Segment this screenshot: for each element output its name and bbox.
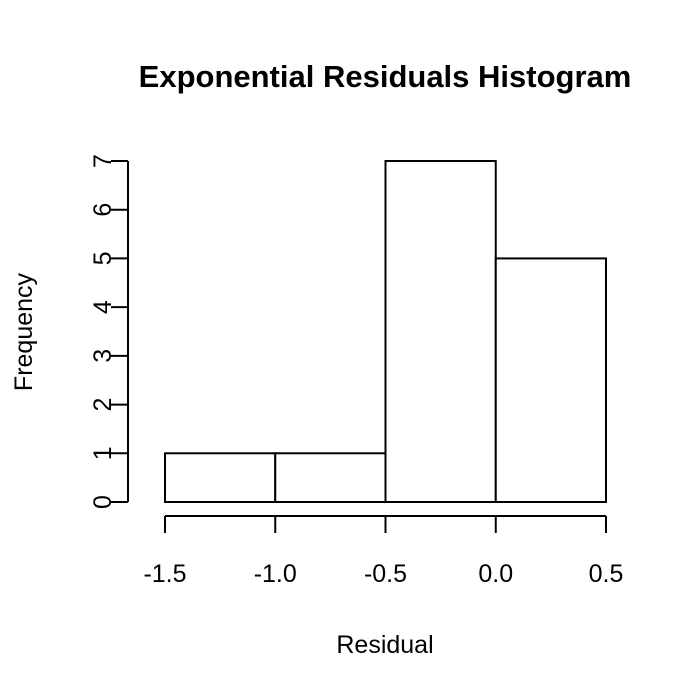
y-tick-label: 7: [89, 154, 117, 168]
x-tick-label: -0.5: [364, 560, 407, 588]
histogram-bar-4: [494, 257, 607, 503]
x-tick-label: 0.0: [478, 560, 513, 588]
bars-group: [164, 160, 607, 503]
y-tick-label: 2: [89, 398, 117, 412]
y-tick-label: 5: [89, 251, 117, 265]
y-tick-label: 1: [89, 446, 117, 460]
x-axis-label: Residual: [336, 631, 433, 659]
histogram-bar-3: [384, 160, 497, 503]
histogram-bar-2: [274, 452, 387, 503]
histogram-bar-1: [164, 452, 277, 503]
y-tick-label: 3: [89, 349, 117, 363]
y-axis: 0 1 2 3 4 5 6 7: [89, 154, 129, 509]
chart-title: Exponential Residuals Histogram: [139, 59, 632, 94]
y-tick-label: 6: [89, 203, 117, 217]
y-tick-label: 4: [89, 300, 117, 314]
x-tick-label: -1.5: [143, 560, 186, 588]
x-tick-label: 0.5: [589, 560, 624, 588]
y-axis-label: Frequency: [10, 272, 38, 391]
x-axis: -1.5 -1.0 -0.5 0.0 0.5: [143, 515, 624, 588]
y-tick-label: 0: [89, 495, 117, 509]
x-tick-label: -1.0: [254, 560, 297, 588]
